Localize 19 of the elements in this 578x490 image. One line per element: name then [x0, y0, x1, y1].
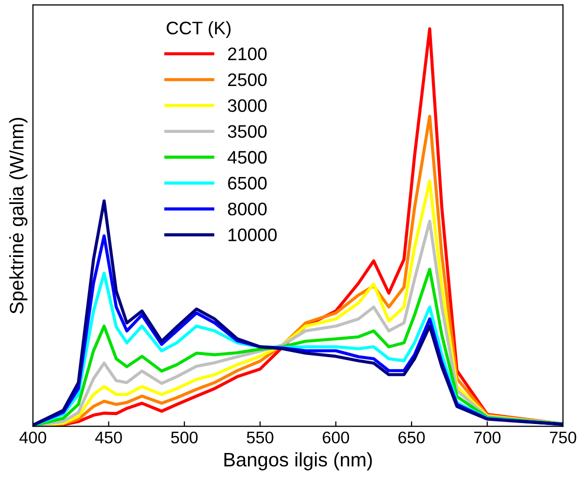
x-tick-label: 500 — [171, 432, 198, 444]
legend-label: 2500 — [228, 73, 267, 86]
legend-label: 8000 — [228, 202, 267, 216]
x-tick-label: 750 — [550, 432, 576, 444]
x-tick-label: 550 — [246, 432, 274, 444]
y-axis-title: Spektrinė galia (W/nm) — [9, 118, 28, 314]
x-tick-label: 450 — [95, 432, 122, 444]
x-tick-label: 600 — [322, 432, 350, 444]
legend-label: 4500 — [228, 150, 267, 164]
x-tick-label: 650 — [398, 432, 425, 444]
legend-label: 6500 — [228, 176, 267, 190]
legend-label: 2100 — [228, 47, 267, 60]
legend-label: 10000 — [228, 228, 277, 242]
legend-label: 3000 — [228, 99, 267, 112]
x-tick-label: 400 — [19, 432, 46, 444]
legend-title: CCT (K) — [166, 21, 231, 38]
x-axis-title: Bangos ilgis (nm) — [224, 452, 372, 470]
x-tick-label: 700 — [474, 432, 501, 444]
legend-label: 3500 — [228, 125, 267, 138]
